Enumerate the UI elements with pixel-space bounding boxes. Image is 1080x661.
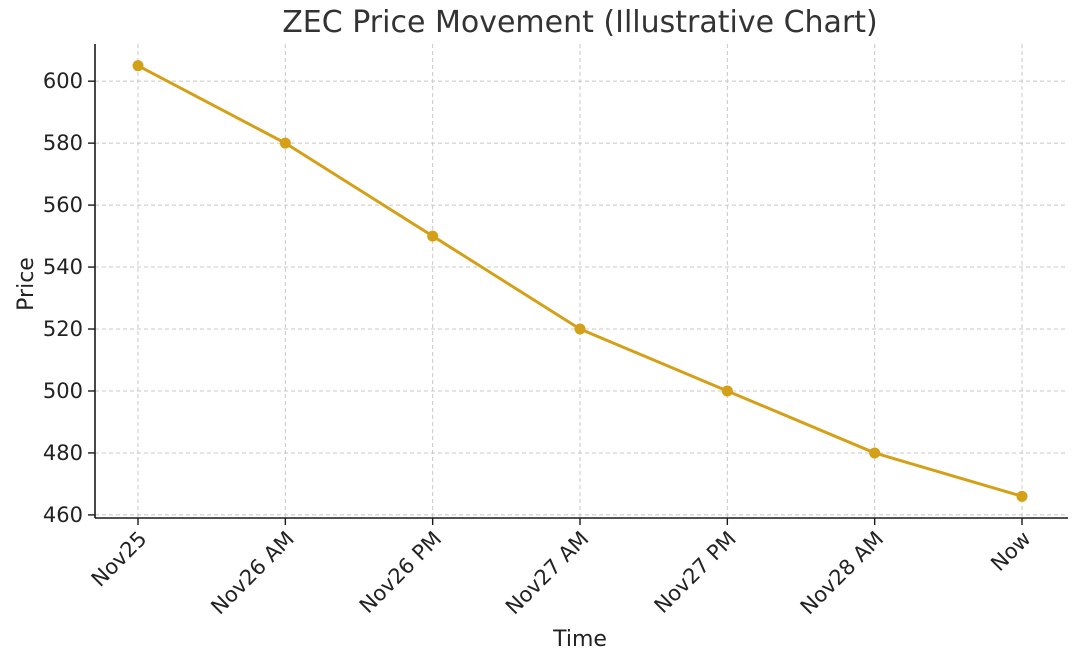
x-tick-label: Nov26 AM [206,527,299,620]
y-axis-title: Price [14,257,39,311]
x-tick-label: Now [986,527,1035,576]
data-point [869,447,881,459]
x-tick-label: Nov28 AM [796,527,889,620]
y-tick-label: 560 [43,193,83,217]
axes [94,44,1068,519]
x-tick-label: Nov25 [87,527,152,592]
data-point [132,60,144,72]
y-tick-label: 480 [43,441,83,465]
data-point [279,137,291,149]
x-tick-label: Nov27 AM [501,527,594,620]
data-point [1016,490,1028,502]
y-tick-label: 520 [43,317,83,341]
x-tick-label: Nov27 PM [650,527,741,618]
series [132,60,1028,502]
y-tick-label: 500 [43,379,83,403]
grid [95,44,1068,518]
y-ticks: 460 480 500 520 540 560 580 600 [43,69,95,527]
y-tick-label: 540 [43,255,83,279]
y-tick-label: 600 [43,69,83,93]
x-ticks: Nov25 Nov26 AM Nov26 PM Nov27 AM Nov27 PM Nov… [87,518,1036,619]
data-point [721,385,733,397]
data-point [427,230,439,242]
y-tick-label: 580 [43,131,83,155]
x-axis-title: Time [552,627,607,652]
y-tick-label: 460 [43,503,83,527]
chart-title: ZEC Price Movement (Illustrative Chart) [282,5,878,40]
x-tick-label: Nov26 PM [355,527,446,618]
data-point [574,323,586,335]
